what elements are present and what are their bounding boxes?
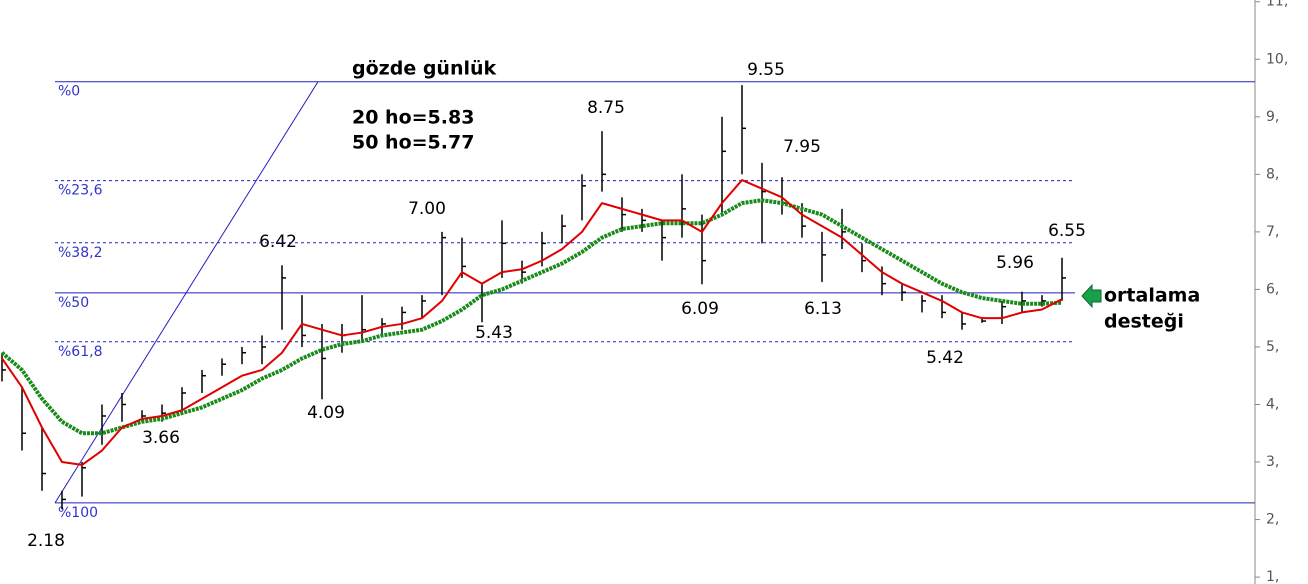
annotation: 8.75 — [587, 98, 625, 118]
note: desteği — [1104, 311, 1184, 333]
moving-average — [1, 179, 1063, 466]
subtitle: 50 ho=5.77 — [352, 132, 474, 154]
y-tick-label: 5, — [1266, 339, 1279, 355]
annotation: 5.43 — [475, 323, 513, 343]
fib-label: %61,8 — [58, 344, 102, 360]
fib-label: %50 — [58, 295, 89, 311]
note: ortalama — [1104, 285, 1200, 307]
trend-line — [54, 81, 319, 504]
y-tick-label: 6, — [1266, 281, 1279, 297]
subtitle: 20 ho=5.83 — [352, 107, 474, 129]
moving-average — [0, 198, 1063, 436]
y-tick-label: 10, — [1266, 51, 1288, 67]
y-tick-label: 8, — [1266, 166, 1279, 182]
y-tick-label: 11, — [1266, 0, 1288, 10]
annotation: 7.00 — [408, 199, 446, 219]
annotation: 6.09 — [681, 299, 719, 319]
y-tick-label: 3, — [1266, 454, 1279, 470]
arrow — [1081, 283, 1102, 309]
annotation: 5.96 — [996, 253, 1034, 273]
annotation: 2.18 — [27, 531, 65, 551]
chart-title: gözde günlük — [352, 58, 497, 80]
y-tick-label: 4, — [1266, 396, 1279, 412]
annotation: 5.42 — [926, 348, 964, 368]
annotation: 4.09 — [307, 403, 345, 423]
y-tick-label: 1, — [1266, 569, 1279, 584]
y-tick-label: 2, — [1266, 512, 1279, 528]
fib-label: %0 — [58, 84, 80, 100]
annotation: 6.42 — [259, 232, 297, 252]
y-tick-label: 9, — [1266, 109, 1279, 125]
fib-label: %23,6 — [58, 183, 103, 199]
fib-label: %38,2 — [58, 245, 102, 261]
fib-label: %100 — [58, 505, 98, 521]
annotation: 3.66 — [142, 428, 180, 448]
annotation: 6.55 — [1048, 221, 1086, 241]
y-tick-label: 7, — [1266, 224, 1279, 240]
annotation: 9.55 — [747, 60, 785, 80]
annotation: 6.13 — [804, 299, 842, 319]
annotation: 7.95 — [783, 137, 821, 157]
